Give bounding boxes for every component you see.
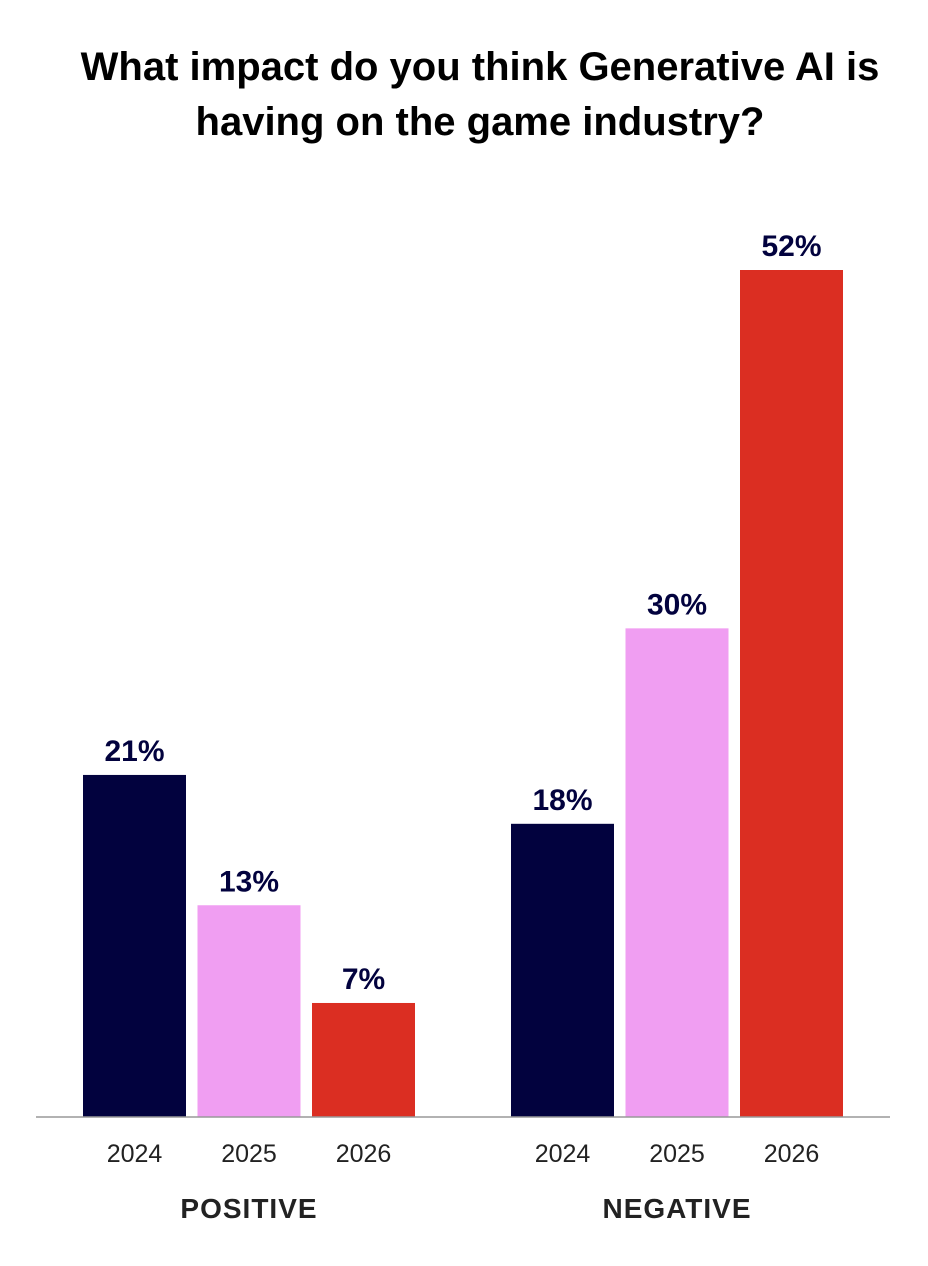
chart-title: What impact do you think Generative AI i… [0, 40, 928, 150]
bar-negative-2025 [625, 628, 729, 1117]
value-label-positive-2026: 7% [342, 963, 385, 996]
chart-title-line-1: What impact do you think Generative AI i… [80, 45, 880, 89]
group-label-positive: POSITIVE [180, 1193, 317, 1224]
x-tick-label-positive-2025: 2025 [221, 1140, 277, 1168]
bar-positive-2025 [197, 905, 301, 1117]
labels-layer: 21% 2024 13% 2025 7% 2026 POSITIVE 18% 2024 30% 20… [104, 230, 821, 1224]
x-tick-label-negative-2024: 2024 [535, 1140, 591, 1168]
bar-positive-2024 [83, 774, 186, 1117]
bar-negative-2024 [511, 823, 614, 1117]
group-label-negative: NEGATIVE [602, 1193, 751, 1224]
bar-positive-2026 [312, 1002, 415, 1117]
value-label-positive-2024: 21% [104, 735, 164, 768]
x-tick-label-negative-2025: 2025 [649, 1140, 705, 1168]
value-label-negative-2026: 52% [761, 230, 821, 263]
value-label-positive-2025: 13% [219, 865, 279, 898]
x-tick-label-positive-2026: 2026 [336, 1140, 392, 1168]
bars-layer [83, 270, 843, 1117]
x-tick-label-negative-2026: 2026 [764, 1140, 820, 1168]
value-label-negative-2025: 30% [647, 588, 707, 621]
bar-negative-2026 [740, 270, 843, 1117]
x-tick-label-positive-2024: 2024 [107, 1140, 163, 1168]
chart-title-line-2: having on the game industry? [195, 100, 765, 144]
value-label-negative-2024: 18% [532, 784, 592, 817]
